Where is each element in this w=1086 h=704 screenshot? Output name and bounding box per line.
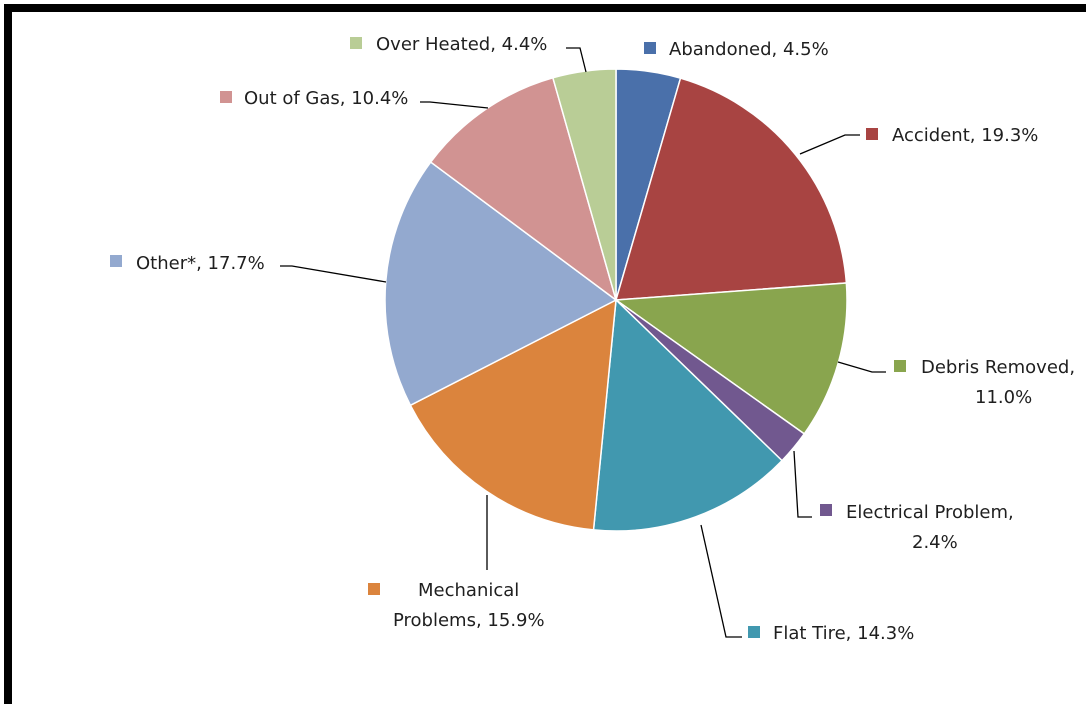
label-electrical-problem-line2: 2.4% (912, 532, 958, 553)
pie-slice-mechanical-problems (409, 298, 617, 531)
legend-marker-other (110, 255, 122, 267)
leader-line-flat-tire (700, 524, 742, 638)
legend-marker-over-heated (350, 37, 362, 49)
legend-marker-mechanical-problems (368, 583, 380, 595)
label-electrical-problem-line1: Electrical Problem, (846, 502, 1014, 523)
pie-slices (384, 68, 848, 532)
label-mechanical-problems: Mechanical Problems, 15.9% (368, 580, 545, 631)
legend-marker-accident (866, 128, 878, 140)
label-debris-removed-line1: Debris Removed, (921, 357, 1075, 378)
leader-line-electrical (793, 450, 812, 518)
pie-slice-flat-tire (592, 298, 784, 532)
label-out-of-gas: Out of Gas, 10.4% (220, 88, 408, 109)
label-electrical-problem: Electrical Problem, 2.4% (820, 502, 1014, 553)
legend-marker-electrical-problem (820, 504, 832, 516)
label-mechanical-problems-line1: Mechanical (418, 580, 519, 601)
legend-marker-out-of-gas (220, 91, 232, 103)
label-abandoned: Abandoned, 4.5% (644, 39, 829, 60)
legend-marker-flat-tire (748, 626, 760, 638)
label-over-heated: Over Heated, 4.4% (350, 34, 547, 55)
leader-line-over-heated (566, 47, 587, 73)
leader-line-out-of-gas (420, 101, 489, 109)
label-debris-removed: Debris Removed, 11.0% (894, 357, 1075, 408)
label-out-of-gas-text: Out of Gas, 10.4% (244, 88, 408, 109)
leader-line-accident (799, 134, 860, 155)
label-other-text: Other*, 17.7% (136, 253, 265, 274)
legend-marker-debris-removed (894, 360, 906, 372)
label-debris-removed-line2: 11.0% (975, 387, 1032, 408)
label-over-heated-text: Over Heated, 4.4% (376, 34, 547, 55)
label-mechanical-problems-line2: Problems, 15.9% (393, 610, 545, 631)
label-other: Other*, 17.7% (110, 253, 265, 274)
leader-lines (280, 47, 886, 638)
data-labels: Abandoned, 4.5% Accident, 19.3% Debris R… (110, 34, 1075, 644)
label-flat-tire-text: Flat Tire, 14.3% (773, 623, 914, 644)
pie-slice-over-heated (551, 68, 617, 301)
leader-line-debris (837, 361, 886, 373)
legend-marker-abandoned (644, 42, 656, 54)
pie-slice-out-of-gas (429, 76, 618, 302)
leader-line-other (280, 265, 387, 283)
label-abandoned-text: Abandoned, 4.5% (669, 39, 829, 60)
label-accident-text: Accident, 19.3% (892, 125, 1038, 146)
label-flat-tire: Flat Tire, 14.3% (748, 623, 914, 644)
pie-slice-other (384, 161, 618, 407)
label-accident: Accident, 19.3% (866, 125, 1038, 146)
pie-slice-accident (614, 77, 848, 301)
